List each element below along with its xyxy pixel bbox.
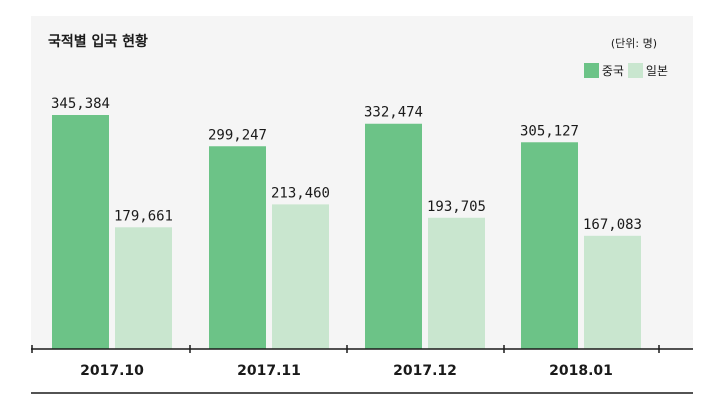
bar-japan-2018.01 (584, 235, 641, 349)
unit-label: (단위: 명) (610, 37, 657, 50)
category-label-2018.01: 2018.01 (549, 363, 613, 379)
bar-china-2017.12 (365, 123, 422, 349)
bar-japan-2017.11 (272, 204, 329, 349)
value-label-japan-2017.12: 193,705 (427, 199, 486, 215)
legend-item-japan: 일본 (627, 62, 668, 79)
legend-swatch-japan (627, 63, 643, 78)
bar-china-2017.11 (209, 146, 266, 349)
chart-title: 국적별 입국 현황 (48, 34, 148, 50)
value-label-japan-2018.01: 167,083 (583, 217, 642, 233)
value-label-japan-2017.11: 213,460 (271, 185, 330, 201)
value-label-china-2018.01: 305,127 (520, 123, 579, 139)
bar-china-2017.10 (52, 115, 109, 349)
legend-swatch-china (583, 63, 599, 78)
bar-japan-2017.10 (115, 227, 172, 349)
value-label-china-2017.10: 345,384 (51, 96, 110, 112)
category-band (31, 349, 693, 394)
legend: 중국 일본 (583, 62, 668, 79)
bar-japan-2017.12 (428, 217, 485, 349)
value-label-japan-2017.10: 179,661 (114, 208, 173, 224)
legend-label-japan: 일본 (645, 64, 668, 78)
value-label-china-2017.11: 299,247 (208, 127, 267, 143)
bar-china-2018.01 (521, 142, 578, 349)
category-label-2017.10: 2017.10 (80, 363, 144, 379)
legend-label-china: 중국 (601, 64, 624, 78)
value-label-china-2017.12: 332,474 (364, 105, 423, 121)
category-label-2017.11: 2017.11 (237, 363, 301, 379)
category-label-2017.12: 2017.12 (393, 363, 457, 379)
legend-item-china: 중국 (583, 62, 624, 79)
